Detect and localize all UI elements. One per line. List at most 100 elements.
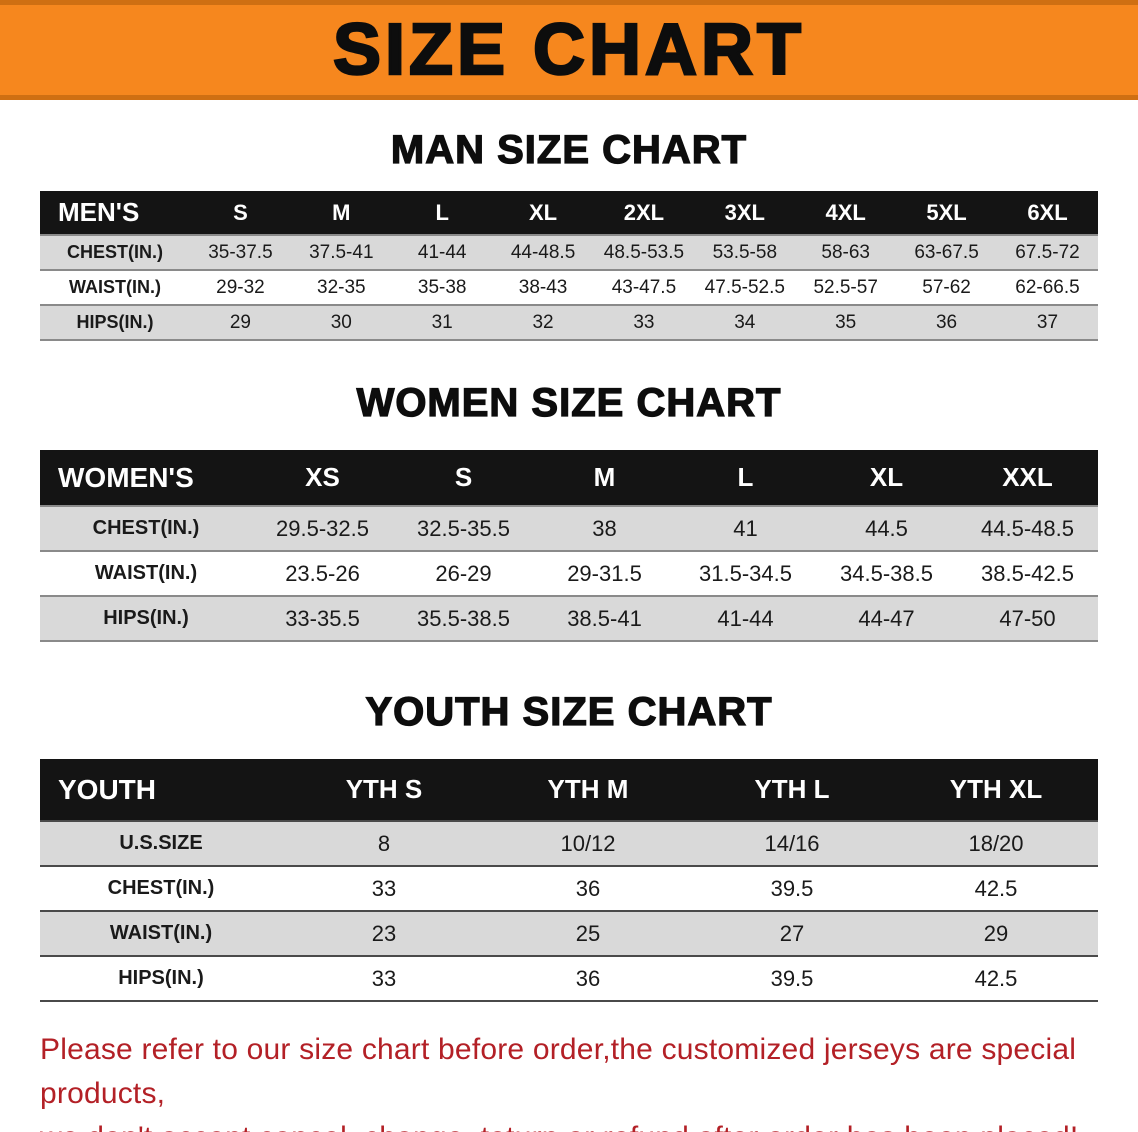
value-cell: 35 <box>835 311 857 333</box>
size-column-header: M <box>290 191 392 235</box>
table-row: WAIST(IN.) 29-32 32-35 35-38 38-43 43-47.5 47.… <box>40 270 1098 305</box>
table-row: CHEST(IN.) 29.5-32.5 32.5-35.5 38 41 44.5 44.5… <box>40 506 1098 551</box>
size-column-header: XS <box>252 450 393 506</box>
size-column-header: XL <box>816 450 957 506</box>
value-cell: 62-66.5 <box>1015 276 1080 298</box>
size-column-header: M <box>534 450 675 506</box>
size-column-header: 5XL <box>896 191 997 235</box>
value-cell: 63-67.5 <box>914 241 979 263</box>
youth-size-section: YOUTH SIZE CHART YOUTH YTH S YTH M YTH L YTH… <box>0 689 1138 1002</box>
value-cell: 38-43 <box>518 276 568 298</box>
value-cell: 29 <box>229 311 251 333</box>
size-column-header: 3XL <box>694 191 796 235</box>
size-column-header: S <box>190 191 291 235</box>
value-cell: 39.5 <box>770 875 814 901</box>
value-cell: 52.5-57 <box>813 276 878 298</box>
size-column-header: XXL <box>957 450 1098 506</box>
value-cell: 35.5-38.5 <box>417 605 510 631</box>
youth-table-body: U.S.SIZE 8 10/12 14/16 18/20 CHEST(IN.) 33 36 39… <box>40 821 1098 1001</box>
men-size-section: MAN SIZE CHART MEN'S S M L XL 2XL 3XL 4XL 5XL 6XL… <box>0 127 1138 341</box>
row-label-cell: HIPS(IN.) <box>118 967 204 989</box>
value-cell: 38.5-42.5 <box>981 560 1074 586</box>
value-cell: 41 <box>733 515 758 541</box>
youth-table-header-row: YOUTH YTH S YTH M YTH L YTH XL <box>40 759 1098 821</box>
value-cell: 14/16 <box>764 830 820 856</box>
men-table-header-row: MEN'S S M L XL 2XL 3XL 4XL 5XL 6XL <box>40 191 1098 235</box>
value-cell: 23.5-26 <box>285 560 360 586</box>
value-cell: 32.5-35.5 <box>417 515 510 541</box>
value-cell: 8 <box>377 830 391 856</box>
value-cell: 67.5-72 <box>1015 241 1080 263</box>
row-label-cell: CHEST(IN.) <box>67 242 163 262</box>
table-row: WAIST(IN.) 23.5-26 26-29 29-31.5 31.5-34.5 34… <box>40 551 1098 596</box>
size-column-header: S <box>393 450 534 506</box>
size-column-header: 6XL <box>997 191 1098 235</box>
table-row: HIPS(IN.) 33 36 39.5 42.5 <box>40 956 1098 1001</box>
table-title-cell: MEN'S <box>40 191 190 235</box>
value-cell: 41-44 <box>417 241 467 263</box>
table-title-cell: YOUTH <box>40 759 282 821</box>
table-row: HIPS(IN.) 29 30 31 32 33 34 35 36 37 <box>40 305 1098 340</box>
row-label-cell: WAIST(IN.) <box>109 922 213 944</box>
value-cell: 44-48.5 <box>510 241 576 263</box>
value-cell: 29 <box>983 920 1009 946</box>
size-column-header: YTH L <box>690 759 894 821</box>
value-cell: 47-50 <box>999 605 1056 631</box>
table-title-cell: WOMEN'S <box>40 450 252 506</box>
table-row: WAIST(IN.) 23 25 27 29 <box>40 911 1098 956</box>
size-column-header: L <box>391 191 493 235</box>
youth-size-table: YOUTH YTH S YTH M YTH L YTH XL U.S.SIZE 8 10/1… <box>40 759 1098 1002</box>
value-cell: 38 <box>592 515 617 541</box>
value-cell: 38.5-41 <box>567 605 642 631</box>
title-banner: SIZE CHART <box>0 0 1138 100</box>
value-cell: 26-29 <box>435 560 492 586</box>
value-cell: 35-38 <box>417 276 467 298</box>
women-table-header-row: WOMEN'S XS S M L XL XXL <box>40 450 1098 506</box>
value-cell: 18/20 <box>968 830 1024 856</box>
value-cell: 47.5-52.5 <box>704 276 785 298</box>
value-cell: 34 <box>734 311 756 333</box>
value-cell: 31.5-34.5 <box>699 560 792 586</box>
page-title: SIZE CHART <box>332 10 805 90</box>
value-cell: 33 <box>371 965 397 991</box>
value-cell: 37 <box>1036 311 1059 333</box>
size-column-header: 2XL <box>593 191 695 235</box>
value-cell: 33 <box>371 875 397 901</box>
row-label-cell: WAIST(IN.) <box>94 562 198 584</box>
row-label-cell: HIPS(IN.) <box>103 607 189 629</box>
row-label-cell: U.S.SIZE <box>119 832 203 854</box>
value-cell: 42.5 <box>974 875 1018 901</box>
table-row: CHEST(IN.) 33 36 39.5 42.5 <box>40 866 1098 911</box>
size-column-header: L <box>675 450 816 506</box>
size-column-header: YTH XL <box>894 759 1098 821</box>
value-cell: 32 <box>532 311 554 333</box>
size-column-header: XL <box>492 191 594 235</box>
value-cell: 33 <box>633 311 655 333</box>
men-table-body: CHEST(IN.) 35-37.5 37.5-41 41-44 44-48.5 48.5… <box>40 235 1098 340</box>
value-cell: 23 <box>371 920 397 946</box>
value-cell: 10/12 <box>560 830 616 856</box>
value-cell: 39.5 <box>770 965 814 991</box>
value-cell: 29-31.5 <box>567 560 642 586</box>
value-cell: 42.5 <box>974 965 1018 991</box>
value-cell: 44.5 <box>865 515 908 541</box>
value-cell: 36 <box>575 875 601 901</box>
size-column-header: 4XL <box>795 191 897 235</box>
value-cell: 44-47 <box>858 605 915 631</box>
order-notice: Please refer to our size chart before or… <box>40 1028 1138 1132</box>
notice-line-1: Please refer to our size chart before or… <box>40 1033 1077 1110</box>
value-cell: 43-47.5 <box>611 276 677 298</box>
value-cell: 31 <box>431 311 453 333</box>
row-label-cell: CHEST(IN.) <box>107 877 215 899</box>
row-label-cell: CHEST(IN.) <box>92 517 200 539</box>
men-section-heading: MAN SIZE CHART <box>390 127 748 172</box>
value-cell: 41-44 <box>717 605 774 631</box>
value-cell: 48.5-53.5 <box>603 241 685 263</box>
value-cell: 37.5-41 <box>309 241 374 263</box>
row-label-cell: HIPS(IN.) <box>76 312 154 332</box>
table-row: CHEST(IN.) 35-37.5 37.5-41 41-44 44-48.5 48.5… <box>40 235 1098 270</box>
value-cell: 35-37.5 <box>208 241 273 263</box>
women-size-table: WOMEN'S XS S M L XL XXL CHEST(IN.) 29.5-32.5 32.… <box>40 450 1098 642</box>
value-cell: 29-32 <box>216 276 265 298</box>
